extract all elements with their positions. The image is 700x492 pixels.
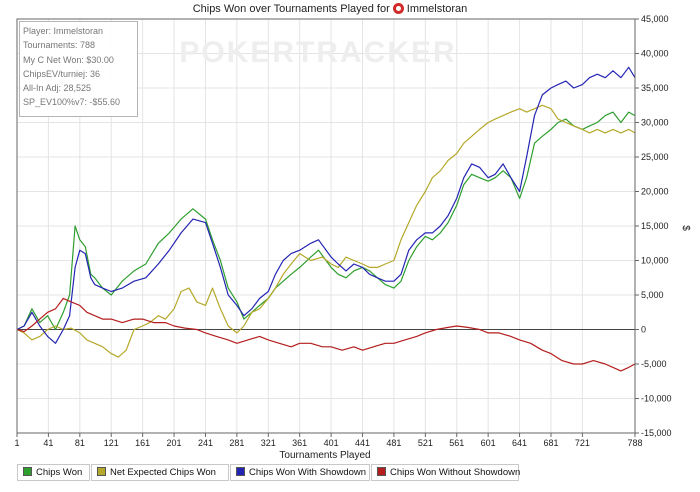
x-tick-label: 201 <box>167 438 182 448</box>
series-line-chips-won <box>16 111 636 331</box>
poker-chip-icon <box>392 3 404 14</box>
legend-item-without-showdown[interactable]: Chips Won Without Showdown <box>371 464 521 481</box>
chart-title-player: Immelstoran <box>406 3 468 15</box>
stats-line: Player: Immelstoran <box>23 26 104 36</box>
series-line-chips-won-without-showdown <box>16 297 636 372</box>
x-tick-label: 788 <box>627 438 642 448</box>
legend-item-chips-won[interactable]: Chips Won <box>17 464 90 481</box>
x-tick-label: 521 <box>418 438 433 448</box>
x-tick-label: 481 <box>386 438 401 448</box>
legend-swatch <box>23 467 32 476</box>
x-tick-label: 161 <box>135 438 150 448</box>
y-axis: -15,000 -10,000 -5,000 0 5,000 10,000 15,000 20… <box>635 14 672 438</box>
x-tick-label: 81 <box>75 438 85 448</box>
legend-item-net-expected[interactable]: Net Expected Chips Won <box>91 464 229 481</box>
legend-label: Chips Won Without Showdown <box>390 467 521 478</box>
x-tick-label: 441 <box>355 438 370 448</box>
legend-label: Chips Won <box>36 467 83 478</box>
series-layer <box>16 66 636 372</box>
stats-line: All-In Adj: 28,525 <box>23 83 92 94</box>
y-tick-label: 10,000 <box>641 256 669 266</box>
series-line-net-expected-chips-won <box>16 104 636 358</box>
y-tick-label: 5,000 <box>641 290 664 300</box>
y-tick-label: -10,000 <box>641 394 672 404</box>
stats-box: Player: Immelstoran Tournaments: 788 My … <box>19 21 138 117</box>
x-axis: 1 41 81 121 161 201 241 281 321 361 401 441 481 521 56… <box>14 433 643 448</box>
legend-label: Net Expected Chips Won <box>110 467 216 478</box>
y-tick-label: 20,000 <box>641 187 669 197</box>
stats-line: My C Net Won: $30.00 <box>23 54 114 65</box>
x-tick-label: 241 <box>198 438 213 448</box>
x-tick-label: 601 <box>481 438 496 448</box>
x-tick-label: 721 <box>575 438 590 448</box>
x-tick-label: 1 <box>14 438 19 448</box>
y-axis-label: $ <box>680 225 691 231</box>
legend-item-with-showdown[interactable]: Chips Won With Showdown <box>230 464 370 481</box>
chart-title-prefix: Chips Won over Tournaments Played for <box>192 3 390 15</box>
watermark-logo: POKERTRACKER <box>179 36 456 69</box>
x-axis-label: Tournaments Played <box>279 450 370 461</box>
y-tick-label: 15,000 <box>641 221 669 231</box>
x-tick-label: 561 <box>449 438 464 448</box>
y-tick-label: -15,000 <box>641 428 672 438</box>
x-tick-label: 641 <box>512 438 527 448</box>
x-tick-label: 281 <box>229 438 244 448</box>
y-tick-label: 35,000 <box>641 83 669 93</box>
x-tick-label: 121 <box>104 438 119 448</box>
chart-title: Chips Won over Tournaments Played for Imm… <box>0 3 660 15</box>
y-tick-label: 0 <box>641 325 646 335</box>
legend-swatch <box>97 467 106 476</box>
series-line-chips-won-with-showdown <box>16 66 636 344</box>
x-tick-label: 401 <box>324 438 339 448</box>
x-tick-label: 681 <box>543 438 558 448</box>
stats-line: ChipsEV/turniej: 36 <box>23 68 101 79</box>
y-tick-label: 45,000 <box>641 14 669 24</box>
y-tick-label: 30,000 <box>641 118 669 128</box>
legend-swatch <box>377 467 386 476</box>
x-tick-label: 41 <box>43 438 53 448</box>
x-tick-label: 361 <box>292 438 307 448</box>
stats-line: SP_EV100%v7: -$55.60 <box>23 97 121 108</box>
y-tick-label: -5,000 <box>641 359 667 369</box>
legend-label: Chips Won With Showdown <box>249 467 367 478</box>
legend-swatch <box>236 467 245 476</box>
stats-line: Tournaments: 788 <box>23 40 96 51</box>
y-tick-label: 40,000 <box>641 49 669 59</box>
y-tick-label: 25,000 <box>641 152 669 162</box>
x-tick-label: 321 <box>261 438 276 448</box>
